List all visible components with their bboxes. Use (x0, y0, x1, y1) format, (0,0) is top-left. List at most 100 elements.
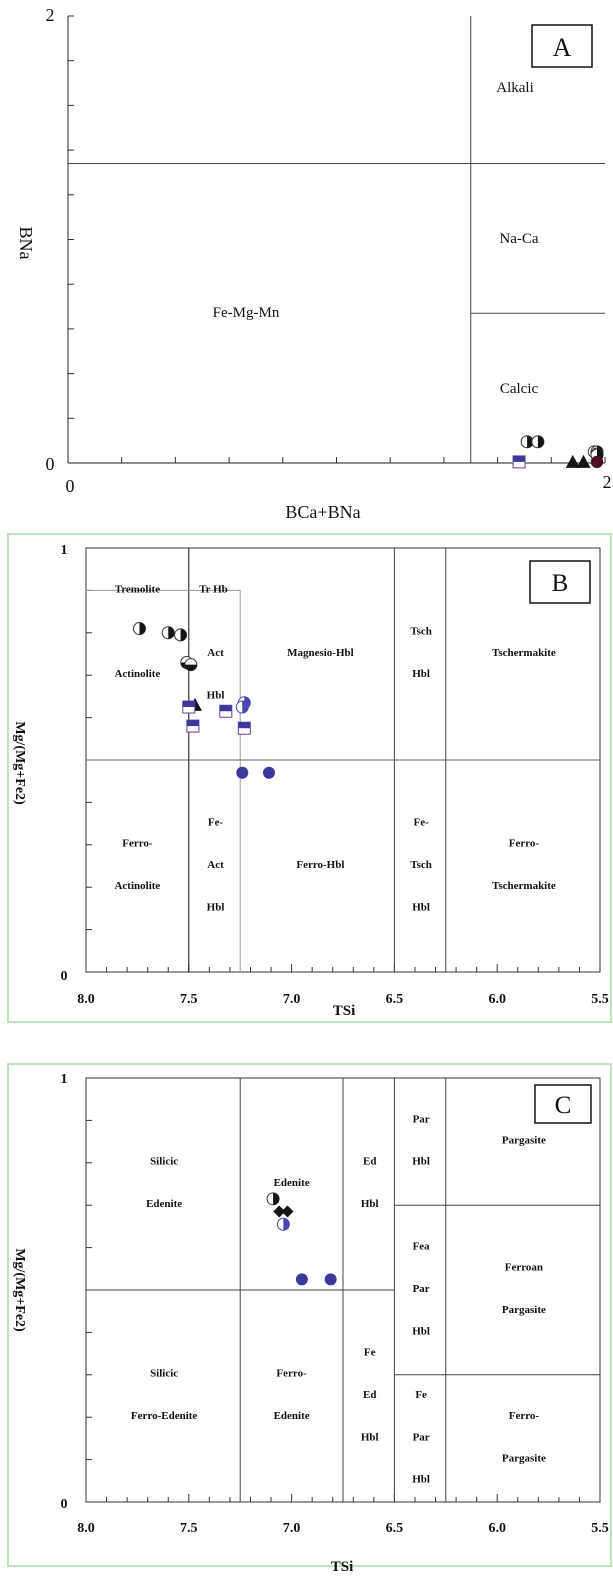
b-field-label: Tsch (410, 626, 432, 638)
b-field-label: Ferro- (509, 838, 540, 850)
panel-b: Tremolite Tr Hb Actinolite Act Hbl Magnesio-H… (8, 534, 611, 1022)
c-field-label: Hbl (361, 1431, 379, 1443)
b-point-13 (263, 767, 275, 779)
c-field-label: Hbl (361, 1198, 379, 1210)
panel-a-field-labels: Alkali Na-Ca Fe-Mg-Mn Calcic (213, 80, 539, 397)
c-field-label: Pargasite (502, 1452, 546, 1464)
c-field-label: Ferroan (505, 1262, 543, 1274)
b-field-label: Act (207, 859, 224, 871)
panel-c-data-points (267, 1193, 337, 1286)
c-field-label: Ferro-Edenite (131, 1410, 198, 1422)
c-field-label: Ferro- (509, 1410, 540, 1422)
panel-b-x-axis-label: TSi (333, 1003, 356, 1019)
panel-b-y-tick-min: 0 (61, 969, 68, 984)
panel-a-y-axis-label: BNa (16, 227, 36, 260)
b-x-tick-label: 6.0 (488, 992, 506, 1007)
c-field-label: Edenite (274, 1177, 310, 1189)
c-field-label: Edenite (146, 1198, 182, 1210)
field-label-calcic: Calcic (500, 381, 539, 397)
c-x-tick-label: 7.5 (180, 1521, 198, 1536)
b-field-label: Actinolite (114, 880, 160, 892)
field-label-fe-mg-mn: Fe-Mg-Mn (213, 305, 280, 321)
b-x-tick-label: 8.0 (77, 992, 95, 1007)
panel-c-y-tick-min: 0 (61, 1497, 68, 1512)
b-field-label: Hbl (412, 901, 430, 913)
panel-b-y-tick-max: 1 (61, 543, 68, 558)
c-field-label: Ferro- (276, 1368, 307, 1380)
b-point-9 (238, 722, 250, 734)
c-field-label: Hbl (412, 1325, 430, 1337)
c-field-label: Par (413, 1431, 430, 1443)
b-field-label: Fe- (208, 816, 224, 828)
panel-a: Alkali Na-Ca Fe-Mg-Mn Calcic A 0 2 0 2 B… (16, 5, 612, 522)
b-field-label: Ferro- (122, 838, 153, 850)
panel-c-title: C (555, 1092, 572, 1119)
b-x-tick-label: 6.5 (386, 992, 404, 1007)
panel-c-x-tick-labels: 8.0 7.5 7.0 6.5 6.0 5.5 (77, 1521, 609, 1536)
panel-c-y-axis-label: Mg/(Mg+Fe2) (12, 1248, 27, 1332)
panel-b-field-boundaries (86, 548, 600, 972)
panel-a-point-2 (513, 456, 525, 468)
b-field-label: Magnesio-Hbl (287, 647, 354, 659)
c-field-label: Hbl (412, 1156, 430, 1168)
c-field-label: Hbl (412, 1474, 430, 1486)
c-x-tick-label: 6.5 (386, 1521, 404, 1536)
b-field-label: Hbl (207, 689, 225, 701)
c-field-label: Pargasite (502, 1134, 546, 1146)
panel-a-y-tick-max: 2 (46, 5, 55, 25)
panel-c-y-tick-max: 1 (61, 1072, 68, 1087)
b-field-label: Hbl (207, 901, 225, 913)
panel-a-point-12 (591, 456, 603, 468)
b-field-label: Tsch (410, 859, 432, 871)
c-field-label: Pargasite (502, 1304, 546, 1316)
panel-a-x-tick-min: 0 (66, 476, 75, 496)
c-point-3 (277, 1218, 289, 1230)
c-x-tick-label: 5.5 (591, 1521, 609, 1536)
b-field-label: Fe- (413, 816, 429, 828)
field-label-alkali: Alkali (496, 80, 534, 96)
b-x-tick-label: 7.5 (180, 992, 198, 1007)
field-label-na-ca: Na-Ca (499, 231, 538, 247)
c-field-label: Ed (363, 1389, 376, 1401)
b-point-7 (187, 720, 199, 732)
panel-b-data-points (133, 623, 275, 779)
panel-a-x-axis-label: BCa+BNa (285, 502, 360, 522)
b-field-label: Hbl (412, 668, 430, 680)
b-point-0 (133, 623, 145, 635)
panel-a-title: A (553, 33, 572, 62)
b-x-tick-label: 7.0 (283, 992, 301, 1007)
panel-b-frame (8, 534, 611, 1022)
b-field-label: Act (207, 647, 224, 659)
c-field-label: Par (413, 1283, 430, 1295)
b-field-label: Tr Hb (199, 583, 228, 595)
panel-a-point-1 (532, 436, 544, 448)
b-field-label: Actinolite (114, 668, 160, 680)
c-field-label: Fe (415, 1389, 427, 1401)
b-point-2 (175, 629, 187, 641)
b-point-4 (185, 659, 197, 671)
c-field-label: Fea (413, 1240, 431, 1252)
b-x-tick-label: 5.5 (591, 992, 609, 1007)
panel-c: Silicic Edenite Edenite Ed Hbl Par Hbl Pargasit… (8, 1064, 611, 1575)
b-point-1 (162, 627, 174, 639)
panel-c-field-labels: Silicic Edenite Edenite Ed Hbl Par Hbl Pargasit… (131, 1113, 546, 1485)
panel-a-y-tick-min: 0 (46, 454, 55, 474)
panel-a-point-4 (577, 455, 591, 468)
c-x-tick-label: 8.0 (77, 1521, 95, 1536)
b-point-6 (183, 701, 195, 713)
b-field-label: Tschermakite (492, 647, 556, 659)
c-point-0 (267, 1193, 279, 1205)
c-point-5 (325, 1273, 337, 1285)
panel-b-title: B (552, 570, 569, 597)
c-field-label: Silicic (150, 1156, 178, 1168)
panel-c-x-axis-label: TSi (331, 1559, 354, 1575)
c-point-4 (296, 1273, 308, 1285)
b-field-label: Ferro-Hbl (296, 859, 344, 871)
c-field-label: Fe (364, 1346, 376, 1358)
b-point-8 (220, 705, 232, 717)
b-field-label: Tschermakite (492, 880, 556, 892)
c-field-label: Par (413, 1113, 430, 1125)
c-field-label: Edenite (274, 1410, 310, 1422)
